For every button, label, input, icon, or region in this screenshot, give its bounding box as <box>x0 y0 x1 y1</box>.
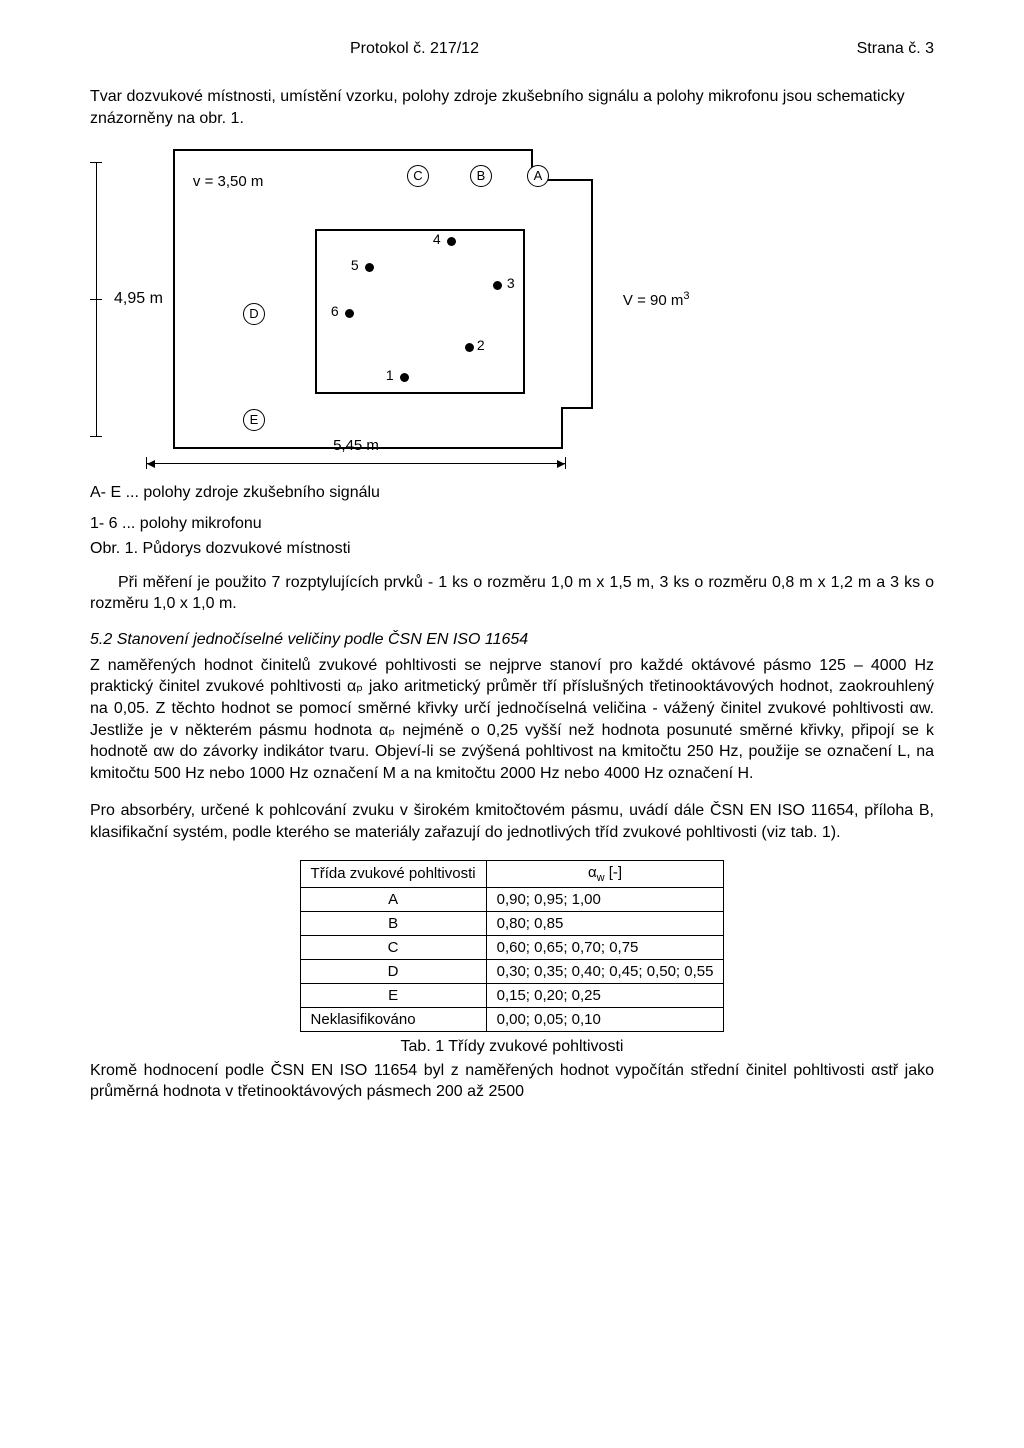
table-cell: 0,80; 0,85 <box>486 911 724 935</box>
figure-caption: Obr. 1. Půdorys dozvukové místnosti <box>90 540 934 558</box>
mic-label: 2 <box>477 337 485 353</box>
section-5-2-title: 5.2 Stanovení jednočíselné veličiny podl… <box>90 631 934 649</box>
room-width-dimension: 5,45 m <box>146 457 566 469</box>
mic-label: 1 <box>386 367 394 383</box>
table-cell: A <box>300 887 486 911</box>
table-cell: B <box>300 911 486 935</box>
room-width-label: 5,45 m <box>146 437 566 454</box>
table-cell: 0,15; 0,20; 0,25 <box>486 983 724 1007</box>
mic-label: 5 <box>351 257 359 273</box>
mean-alpha-paragraph: Kromě hodnocení podle ČSN EN ISO 11654 b… <box>90 1060 934 1103</box>
table-cell: 0,00; 0,05; 0,10 <box>486 1007 724 1031</box>
absorption-class-table: Třída zvukové pohltivosti αw [-] A0,90; … <box>300 860 725 1032</box>
protocol-number: Protokol č. 217/12 <box>350 40 479 58</box>
source-B: B <box>470 165 492 187</box>
table-cell: C <box>300 935 486 959</box>
diffusers-paragraph: Při měření je použito 7 rozptylujících p… <box>90 572 934 615</box>
legend-sources: A- E ... polohy zdroje zkušebního signál… <box>90 481 934 504</box>
page-number: Strana č. 3 <box>857 40 934 58</box>
table-cell: Neklasifikováno <box>300 1007 486 1031</box>
table-header-class: Třída zvukové pohltivosti <box>300 860 486 887</box>
mic-label: 3 <box>507 275 515 291</box>
room-volume-label: V = 90 m3 <box>623 290 690 309</box>
legend-mics: 1- 6 ... polohy mikrofonu <box>90 512 934 535</box>
source-C: C <box>407 165 429 187</box>
table-cell: 0,30; 0,35; 0,40; 0,45; 0,50; 0,55 <box>486 959 724 983</box>
mic-label: 4 <box>433 231 441 247</box>
section-5-2-body-1: Z naměřených hodnot činitelů zvukové poh… <box>90 655 934 785</box>
source-A: A <box>527 165 549 187</box>
section-5-2-body-2: Pro absorbéry, určené k pohlcování zvuku… <box>90 800 934 843</box>
mic-label: 6 <box>331 303 339 319</box>
floor-plan-figure: 4,95 m v = 3,50 m A B C D E 1 2 3 4 5 6 … <box>90 149 934 449</box>
table-header-alpha: αw [-] <box>486 860 724 887</box>
source-D: D <box>243 303 265 325</box>
table-cell: 0,90; 0,95; 1,00 <box>486 887 724 911</box>
table-cell: E <box>300 983 486 1007</box>
table-cell: D <box>300 959 486 983</box>
ceiling-height-label: v = 3,50 m <box>193 173 263 190</box>
room-outline: v = 3,50 m A B C D E 1 2 3 4 5 6 <box>173 149 593 449</box>
room-height-label: 4,95 m <box>114 290 163 308</box>
source-E: E <box>243 409 265 431</box>
table-caption: Tab. 1 Třídy zvukové pohltivosti <box>90 1038 934 1056</box>
table-cell: 0,60; 0,65; 0,70; 0,75 <box>486 935 724 959</box>
intro-paragraph: Tvar dozvukové místnosti, umístění vzork… <box>90 86 934 129</box>
